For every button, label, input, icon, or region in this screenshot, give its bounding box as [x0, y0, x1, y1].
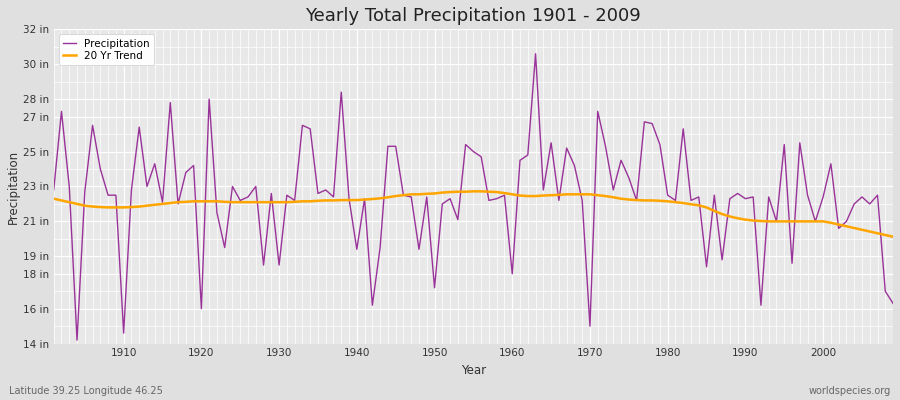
20 Yr Trend [468, 189, 479, 194]
20 Yr Trend [887, 234, 898, 239]
Precipitation [507, 271, 517, 276]
20 Yr Trend [507, 192, 517, 197]
20 Yr Trend [111, 205, 122, 210]
Text: worldspecies.org: worldspecies.org [809, 386, 891, 396]
Precipitation [887, 301, 898, 306]
20 Yr Trend [608, 195, 618, 200]
Line: 20 Yr Trend: 20 Yr Trend [54, 191, 893, 237]
Precipitation [49, 188, 59, 192]
Legend: Precipitation, 20 Yr Trend: Precipitation, 20 Yr Trend [58, 34, 154, 65]
20 Yr Trend [282, 200, 292, 204]
Y-axis label: Precipitation: Precipitation [7, 149, 20, 224]
Precipitation [515, 158, 526, 163]
Precipitation [72, 338, 83, 342]
X-axis label: Year: Year [461, 364, 486, 377]
20 Yr Trend [49, 196, 59, 201]
Precipitation [118, 331, 129, 336]
20 Yr Trend [328, 198, 339, 203]
20 Yr Trend [515, 193, 526, 198]
Title: Yearly Total Precipitation 1901 - 2009: Yearly Total Precipitation 1901 - 2009 [305, 7, 642, 25]
Text: Latitude 39.25 Longitude 46.25: Latitude 39.25 Longitude 46.25 [9, 386, 163, 396]
Precipitation [616, 158, 626, 163]
Precipitation [336, 90, 346, 94]
Precipitation [530, 51, 541, 56]
Line: Precipitation: Precipitation [54, 54, 893, 340]
Precipitation [289, 198, 300, 203]
